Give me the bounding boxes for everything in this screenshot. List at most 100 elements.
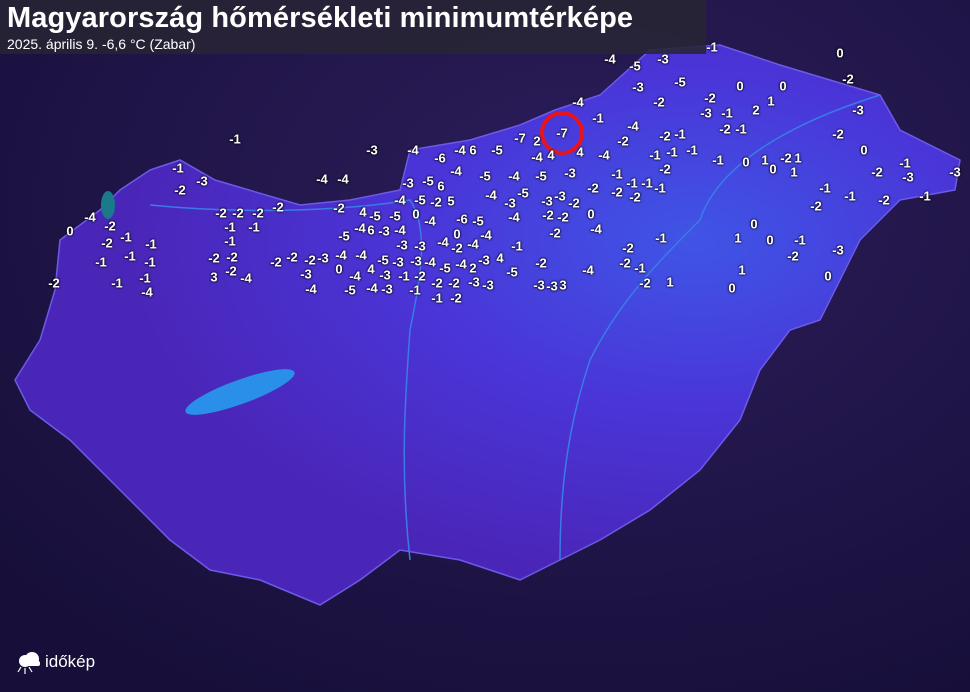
temperature-reading: -6 (434, 150, 446, 166)
temperature-reading: -3 (402, 175, 414, 191)
temperature-reading: 0 (824, 268, 832, 284)
temperature-reading: -1 (666, 144, 678, 160)
temperature-reading: -4 (480, 227, 492, 243)
temperature-reading: -1 (899, 155, 911, 171)
temperature-reading: 4 (359, 204, 367, 220)
temperature-reading: 0 (769, 161, 777, 177)
temperature-reading: -4 (305, 281, 317, 297)
temperature-reading: -2 (810, 198, 822, 214)
temperature-reading: -1 (111, 275, 123, 291)
temperature-reading: -1 (431, 290, 443, 306)
temperature-reading: -5 (517, 185, 529, 201)
temperature-reading: -2 (101, 235, 113, 251)
temperature-reading: 0 (766, 232, 774, 248)
temperature-reading: -3 (657, 51, 669, 67)
temperature-reading: -5 (439, 260, 451, 276)
temperature-reading: -3 (392, 254, 404, 270)
temperature-reading: -4 (508, 209, 520, 225)
temperature-reading: -1 (712, 152, 724, 168)
temperature-reading: -5 (535, 168, 547, 184)
temperature-reading: -2 (450, 290, 462, 306)
temperature-reading: -4 (240, 270, 252, 286)
temperature-reading: -1 (654, 180, 666, 196)
temperature-reading: 1 (761, 152, 769, 168)
temperature-reading: 6 (437, 178, 445, 194)
temperature-reading: -4 (349, 268, 361, 284)
temperature-reading: -5 (389, 208, 401, 224)
temperature-reading: 0 (66, 223, 74, 239)
temperature-reading: -1 (511, 238, 523, 254)
temperature-reading: 1 (738, 262, 746, 278)
temperature-reading: -6 (456, 211, 468, 227)
temperature-reading: 0 (335, 261, 343, 277)
temperature-reading: -5 (414, 192, 426, 208)
temperature-reading: -4 (582, 262, 594, 278)
temperature-reading: -2 (414, 268, 426, 284)
temperature-reading: 0 (587, 206, 595, 222)
temperature-reading: 4 (496, 250, 504, 266)
page-title: Magyarország hőmérsékleti minimumtérképe (7, 2, 634, 34)
temperature-reading: -2 (430, 194, 442, 210)
temperature-reading: -5 (472, 213, 484, 229)
temperature-reading: 1 (734, 230, 742, 246)
temperature-reading: -4 (454, 142, 466, 158)
tisza-river (559, 94, 881, 561)
temperature-reading: -1 (398, 268, 410, 284)
temperature-reading: -4 (394, 222, 406, 238)
page-subtitle: 2025. április 9. -6,6 °C (Zabar) (7, 36, 196, 52)
temperature-reading: 1 (666, 274, 674, 290)
temperature-reading: -2 (639, 275, 651, 291)
temperature-reading: -1 (95, 254, 107, 270)
temperature-reading: -4 (141, 284, 153, 300)
temperature-reading: 4 (576, 144, 584, 160)
temperature-reading: -1 (686, 142, 698, 158)
temperature-reading: 3 (559, 277, 567, 293)
temperature-reading: -4 (424, 254, 436, 270)
temperature-reading: -1 (409, 282, 421, 298)
temperature-reading: -3 (832, 242, 844, 258)
temperature-reading: -3 (478, 252, 490, 268)
temperature-reading: -3 (852, 102, 864, 118)
temperature-reading: -5 (629, 58, 641, 74)
temperature-reading: -2 (549, 225, 561, 241)
temperature-reading: 3 (210, 269, 218, 285)
temperature-reading: -2 (787, 248, 799, 264)
temperature-reading: 4 (367, 261, 375, 277)
temperature-reading: -2 (617, 133, 629, 149)
temperature-reading: 2 (533, 133, 541, 149)
temperature-reading: -4 (604, 51, 616, 67)
temperature-reading: -2 (333, 200, 345, 216)
temperature-reading: -7 (556, 125, 568, 141)
temperature-reading: -1 (706, 39, 718, 55)
temperature-reading: -3 (379, 267, 391, 283)
temperature-reading: -1 (634, 260, 646, 276)
temperature-reading: -3 (414, 238, 426, 254)
temperature-reading: -3 (396, 237, 408, 253)
temperature-reading: -3 (541, 193, 553, 209)
temperature-reading: -2 (270, 254, 282, 270)
temperature-reading: -5 (369, 208, 381, 224)
temperature-reading: -5 (674, 74, 686, 90)
temperature-reading: -4 (394, 192, 406, 208)
temperature-reading: -1 (229, 131, 241, 147)
temperature-reading: -7 (514, 130, 526, 146)
temperature-reading: -4 (598, 147, 610, 163)
temperature-reading: -2 (832, 126, 844, 142)
temperature-reading: -4 (572, 94, 584, 110)
temperature-reading: -2 (451, 240, 463, 256)
temperature-reading: -3 (546, 278, 558, 294)
temperature-reading: 2 (752, 102, 760, 118)
temperature-reading: -1 (844, 188, 856, 204)
temperature-reading: -4 (508, 168, 520, 184)
temperature-reading: 0 (736, 78, 744, 94)
temperature-reading: -2 (622, 240, 634, 256)
temperature-reading: -3 (482, 277, 494, 293)
temperature-reading: -1 (144, 254, 156, 270)
temperature-reading: 0 (836, 45, 844, 61)
temperature-reading: -5 (422, 173, 434, 189)
temperature-reading: -1 (649, 147, 661, 163)
temperature-reading: -3 (317, 250, 329, 266)
temperature-reading: -2 (174, 182, 186, 198)
temperature-reading: -5 (479, 168, 491, 184)
temperature-reading: 0 (453, 226, 461, 242)
